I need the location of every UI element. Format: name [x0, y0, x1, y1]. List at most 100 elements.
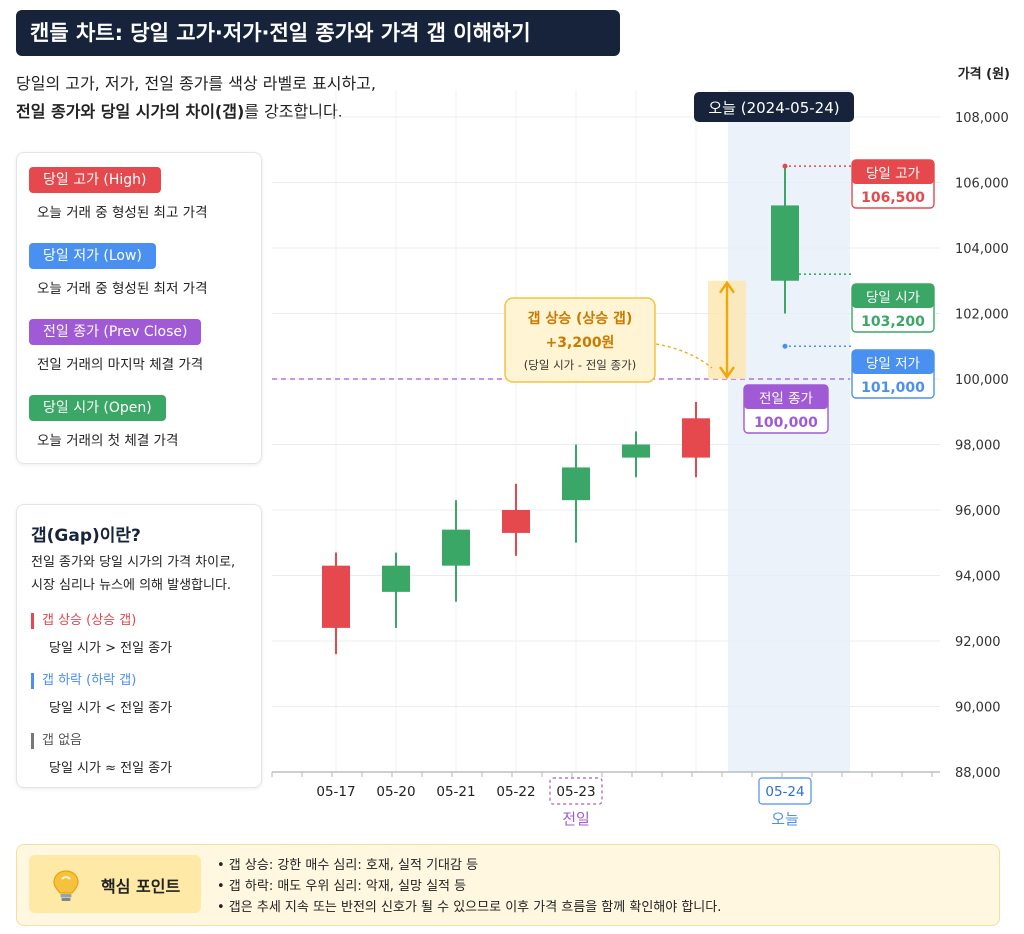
- today-label: 오늘: [771, 810, 799, 828]
- today-highlight-band: [728, 90, 850, 772]
- y-tick-label: 94,000: [955, 570, 1001, 585]
- legend-tag-prev-close: 전일 종가 (Prev Close): [29, 319, 202, 345]
- today-high-callout-value: 106,500: [861, 190, 925, 206]
- axis-layer: 88,000 90,000 92,000 94,000 96,000 98,000 100,…: [271, 111, 1009, 828]
- today-high-callout-box: [851, 159, 935, 209]
- y-tick-label: 106,000: [955, 177, 1009, 192]
- candle-body: [562, 467, 590, 501]
- legend-item-open: 당일 시가 (Open) 오늘 거래의 첫 체결 가격: [29, 395, 178, 449]
- gap-info-desc-line-2: 시장 심리나 뉴스에 의해 발생합니다.: [31, 578, 232, 593]
- y-tick-label: 90,000: [955, 701, 1001, 716]
- gap-info-desc: 전일 종가와 당일 시가의 가격 차이로, 시장 심리나 뉴스에 의해 발생합니…: [31, 551, 235, 597]
- candle-body: [322, 565, 350, 628]
- legend-tag-low: 당일 저가 (Low): [29, 243, 156, 269]
- y-tick-label: 102,000: [955, 308, 1009, 323]
- gap-callout-title: 갭 상승 (상승 갭): [528, 310, 633, 327]
- gap-arrow-head-down: [719, 366, 735, 380]
- today-high-callout-label: 당일 고가: [866, 166, 920, 182]
- legend-desc-open: 오늘 거래의 첫 체결 가격: [37, 433, 179, 449]
- today-open-callout-dot: [782, 271, 788, 277]
- x-tick-label: 05-21: [436, 784, 475, 800]
- page-subtitle: 당일의 고가, 저가, 전일 종가를 색상 라벨로 표시하고, 전일 종가와 당…: [16, 70, 376, 126]
- prev-close-label-box: [743, 384, 829, 434]
- gap-row-down: 갭 하락 (하락 갭) 당일 시가 < 전일 종가: [31, 673, 172, 716]
- page-title: 캔들 차트: 당일 고가·저가·전일 종가와 가격 갭 이해하기: [16, 10, 620, 56]
- candle-body: [622, 444, 650, 458]
- y-tick-label: 108,000: [955, 111, 1009, 126]
- x-tick-label: 05-24: [765, 784, 804, 800]
- today-low-callout-head: [852, 350, 934, 374]
- today-open-callout-value: 103,200: [861, 314, 925, 330]
- today-banner-text: 오늘 (2024-05-24): [708, 99, 839, 117]
- gap-callout-amount: +3,200원: [546, 335, 615, 351]
- key-point-item: • 갭 하락: 매도 우위 심리: 악재, 실망 실적 등: [217, 879, 467, 894]
- annotation-layer: 오늘 (2024-05-24) 전일 종가 100,000 당일 고가 106,500 당…: [272, 92, 935, 434]
- x-tick-label: 05-20: [376, 784, 415, 800]
- key-points-list: • 갭 상승: 강한 매수 심리: 호재, 실적 기대감 등 • 갭 하락: 매…: [217, 855, 721, 918]
- today-low-callout-value: 101,000: [861, 380, 925, 396]
- prev-day-date-highlight: [549, 777, 603, 805]
- legend-desc-low: 오늘 거래 중 형성된 최저 가격: [37, 281, 208, 297]
- gap-info-title: 갭(Gap)이란?: [31, 526, 141, 546]
- x-tick-label: 05-17: [316, 784, 355, 800]
- legend-tag-high: 당일 고가 (High): [29, 167, 161, 193]
- candle-body: [682, 418, 710, 458]
- candle-body: [382, 565, 410, 592]
- candle-body: [502, 510, 530, 533]
- today-low-callout-box: [851, 349, 935, 399]
- legend-item-high: 당일 고가 (High) 오늘 거래 중 형성된 최고 가격: [29, 167, 208, 221]
- today-open-callout-label: 당일 시가: [866, 290, 920, 306]
- subtitle-line-1: 당일의 고가, 저가, 전일 종가를 색상 라벨로 표시하고,: [16, 74, 376, 93]
- lightbulb-icon: [53, 870, 79, 901]
- y-tick-label: 98,000: [955, 439, 1001, 454]
- subtitle-line-2: 전일 종가와 당일 시가의 차이(갭)를 강조합니다.: [16, 98, 376, 126]
- today-high-callout-head: [852, 160, 934, 184]
- gap-row-down-head: 갭 하락 (하락 갭): [31, 673, 172, 689]
- today-open-callout-box: [851, 283, 935, 333]
- legend-tag-open: 당일 시가 (Open): [29, 395, 166, 421]
- prev-close-value: 100,000: [754, 415, 818, 431]
- gap-zone: [708, 280, 746, 379]
- today-date-highlight: [758, 777, 812, 805]
- grid-layer: [272, 90, 940, 772]
- gap-row-none-head: 갭 없음: [31, 733, 172, 749]
- y-tick-label: 96,000: [955, 504, 1001, 519]
- key-point-item: • 갭 상승: 강한 매수 심리: 호재, 실적 기대감 등: [217, 858, 479, 873]
- today-banner-box: [694, 92, 854, 122]
- gap-row-none-sub: 당일 시가 ≈ 전일 종가: [49, 761, 173, 776]
- today-low-callout-dot: [782, 343, 788, 349]
- key-points-label-box: 핵심 포인트: [29, 855, 201, 913]
- gap-row-up: 갭 상승 (상승 갭) 당일 시가 > 전일 종가: [31, 613, 172, 656]
- y-axis-unit-label: 가격 (원): [958, 67, 1010, 82]
- gap-row-none: 갭 없음 당일 시가 ≈ 전일 종가: [31, 733, 172, 776]
- y-tick-label: 100,000: [955, 373, 1009, 388]
- gap-row-down-sub: 당일 시가 < 전일 종가: [49, 701, 173, 716]
- x-tick-label: 05-22: [496, 784, 535, 800]
- candle-body: [442, 529, 470, 566]
- x-tick-label: 05-23: [556, 784, 595, 800]
- key-points-box: 핵심 포인트 • 갭 상승: 강한 매수 심리: 호재, 실적 기대감 등 • …: [16, 844, 1000, 926]
- gap-row-up-head: 갭 상승 (상승 갭): [31, 613, 172, 629]
- legend-item-prev-close: 전일 종가 (Prev Close) 전일 거래의 마지막 체결 가격: [29, 319, 203, 373]
- legend-item-low: 당일 저가 (Low) 오늘 거래 중 형성된 최저 가격: [29, 243, 208, 297]
- gap-row-up-sub: 당일 시가 > 전일 종가: [49, 641, 173, 656]
- y-tick-label: 92,000: [955, 635, 1001, 650]
- legend-desc-high: 오늘 거래 중 형성된 최고 가격: [37, 205, 208, 221]
- today-low-callout-label: 당일 저가: [866, 356, 920, 372]
- gap-info-panel: 갭(Gap)이란? 전일 종가와 당일 시가의 가격 차이로, 시장 심리나 뉴…: [16, 504, 262, 788]
- legend-panel: 당일 고가 (High) 오늘 거래 중 형성된 최고 가격 당일 저가 (Lo…: [16, 152, 262, 464]
- key-point-item: • 갭은 추세 지속 또는 반전의 신호가 될 수 있으므로 이후 가격 흐름을…: [217, 900, 722, 915]
- today-high-callout-dot: [782, 163, 788, 169]
- subtitle-emphasis: 전일 종가와 당일 시가의 차이(갭): [16, 102, 245, 121]
- legend-desc-prev-close: 전일 거래의 마지막 체결 가격: [37, 357, 204, 373]
- gap-callout-box: [504, 297, 656, 383]
- prev-close-label: 전일 종가: [759, 391, 813, 407]
- gap-arrow-head-up: [719, 280, 735, 294]
- gap-callout-note: (당일 시가 - 전일 종가): [524, 358, 636, 372]
- candles-layer: [322, 166, 799, 655]
- today-open-callout-head: [852, 284, 934, 308]
- key-points-label: 핵심 포인트: [101, 877, 181, 896]
- subtitle-rest: 를 강조합니다.: [244, 102, 343, 121]
- y-tick-label: 88,000: [955, 766, 1001, 781]
